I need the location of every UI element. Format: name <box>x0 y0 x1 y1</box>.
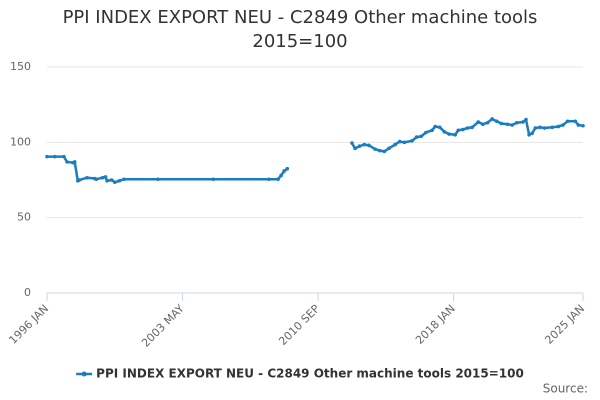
point <box>514 120 519 125</box>
point <box>456 128 461 133</box>
point <box>156 177 160 182</box>
legend: PPI INDEX EXPORT NEU - C2849 Other machi… <box>76 367 524 381</box>
point <box>556 124 561 129</box>
point <box>393 142 397 147</box>
point <box>490 117 494 121</box>
point <box>100 175 105 180</box>
x-tick-label: 2018 JAN <box>413 302 458 347</box>
point <box>521 120 525 124</box>
point <box>414 135 419 139</box>
point <box>437 125 442 130</box>
point <box>533 126 538 130</box>
point <box>105 178 109 183</box>
point <box>382 149 387 154</box>
point <box>266 177 271 182</box>
point <box>285 166 290 171</box>
point <box>481 122 485 127</box>
point <box>350 141 354 145</box>
legend-label: PPI INDEX EXPORT NEU - C2849 Other machi… <box>96 367 524 381</box>
point <box>94 177 99 182</box>
point <box>362 142 367 147</box>
y-tick-label: 100 <box>10 135 31 148</box>
point <box>282 169 286 173</box>
x-tick-label: 1996 JAN <box>6 302 51 347</box>
y-tick-label: 150 <box>10 60 31 73</box>
chart-title: PPI INDEX EXPORT NEU - C2849 Other machi… <box>62 7 538 52</box>
point <box>476 120 481 124</box>
point <box>550 125 554 130</box>
point <box>433 124 437 129</box>
point <box>538 125 542 130</box>
point <box>367 143 371 148</box>
x-tick-label: 2003 MAY <box>139 302 187 350</box>
series-line <box>47 117 584 184</box>
point <box>453 133 457 137</box>
point <box>122 177 126 182</box>
point <box>424 130 428 135</box>
point <box>72 160 77 164</box>
point <box>430 128 434 133</box>
point <box>442 129 447 134</box>
point <box>530 131 534 136</box>
point <box>573 119 578 124</box>
point <box>387 146 391 151</box>
point <box>103 175 108 179</box>
x-tick-label: 2010 SEP <box>276 302 322 348</box>
source: Source: <box>543 382 588 396</box>
point <box>373 147 377 151</box>
point <box>85 175 89 180</box>
point <box>419 134 424 139</box>
legend-marker <box>81 371 87 377</box>
point <box>52 154 57 159</box>
point <box>109 178 114 182</box>
point <box>447 132 451 136</box>
point <box>561 123 565 127</box>
point <box>112 180 117 185</box>
point <box>62 154 66 159</box>
point <box>377 148 382 153</box>
point <box>279 173 283 178</box>
point <box>494 119 499 124</box>
point <box>45 154 49 159</box>
point <box>211 177 216 182</box>
point <box>465 126 470 130</box>
x-tick-label: 2025 JAN <box>542 302 587 347</box>
point <box>527 133 531 137</box>
point <box>410 139 414 143</box>
point <box>77 178 82 182</box>
point <box>470 125 474 130</box>
point <box>397 139 402 144</box>
point <box>485 120 490 125</box>
point <box>65 160 69 164</box>
point <box>499 121 504 126</box>
point <box>117 178 122 183</box>
point <box>357 144 362 148</box>
point <box>581 123 585 128</box>
point <box>505 122 510 127</box>
point <box>276 177 280 182</box>
point <box>565 119 570 124</box>
point <box>353 146 357 151</box>
point <box>542 126 547 130</box>
y-tick-label: 0 <box>24 286 31 299</box>
point <box>524 117 528 122</box>
point <box>402 140 407 145</box>
point <box>576 123 581 127</box>
point <box>510 123 514 127</box>
y-tick-label: 50 <box>17 211 31 224</box>
point <box>461 127 465 132</box>
